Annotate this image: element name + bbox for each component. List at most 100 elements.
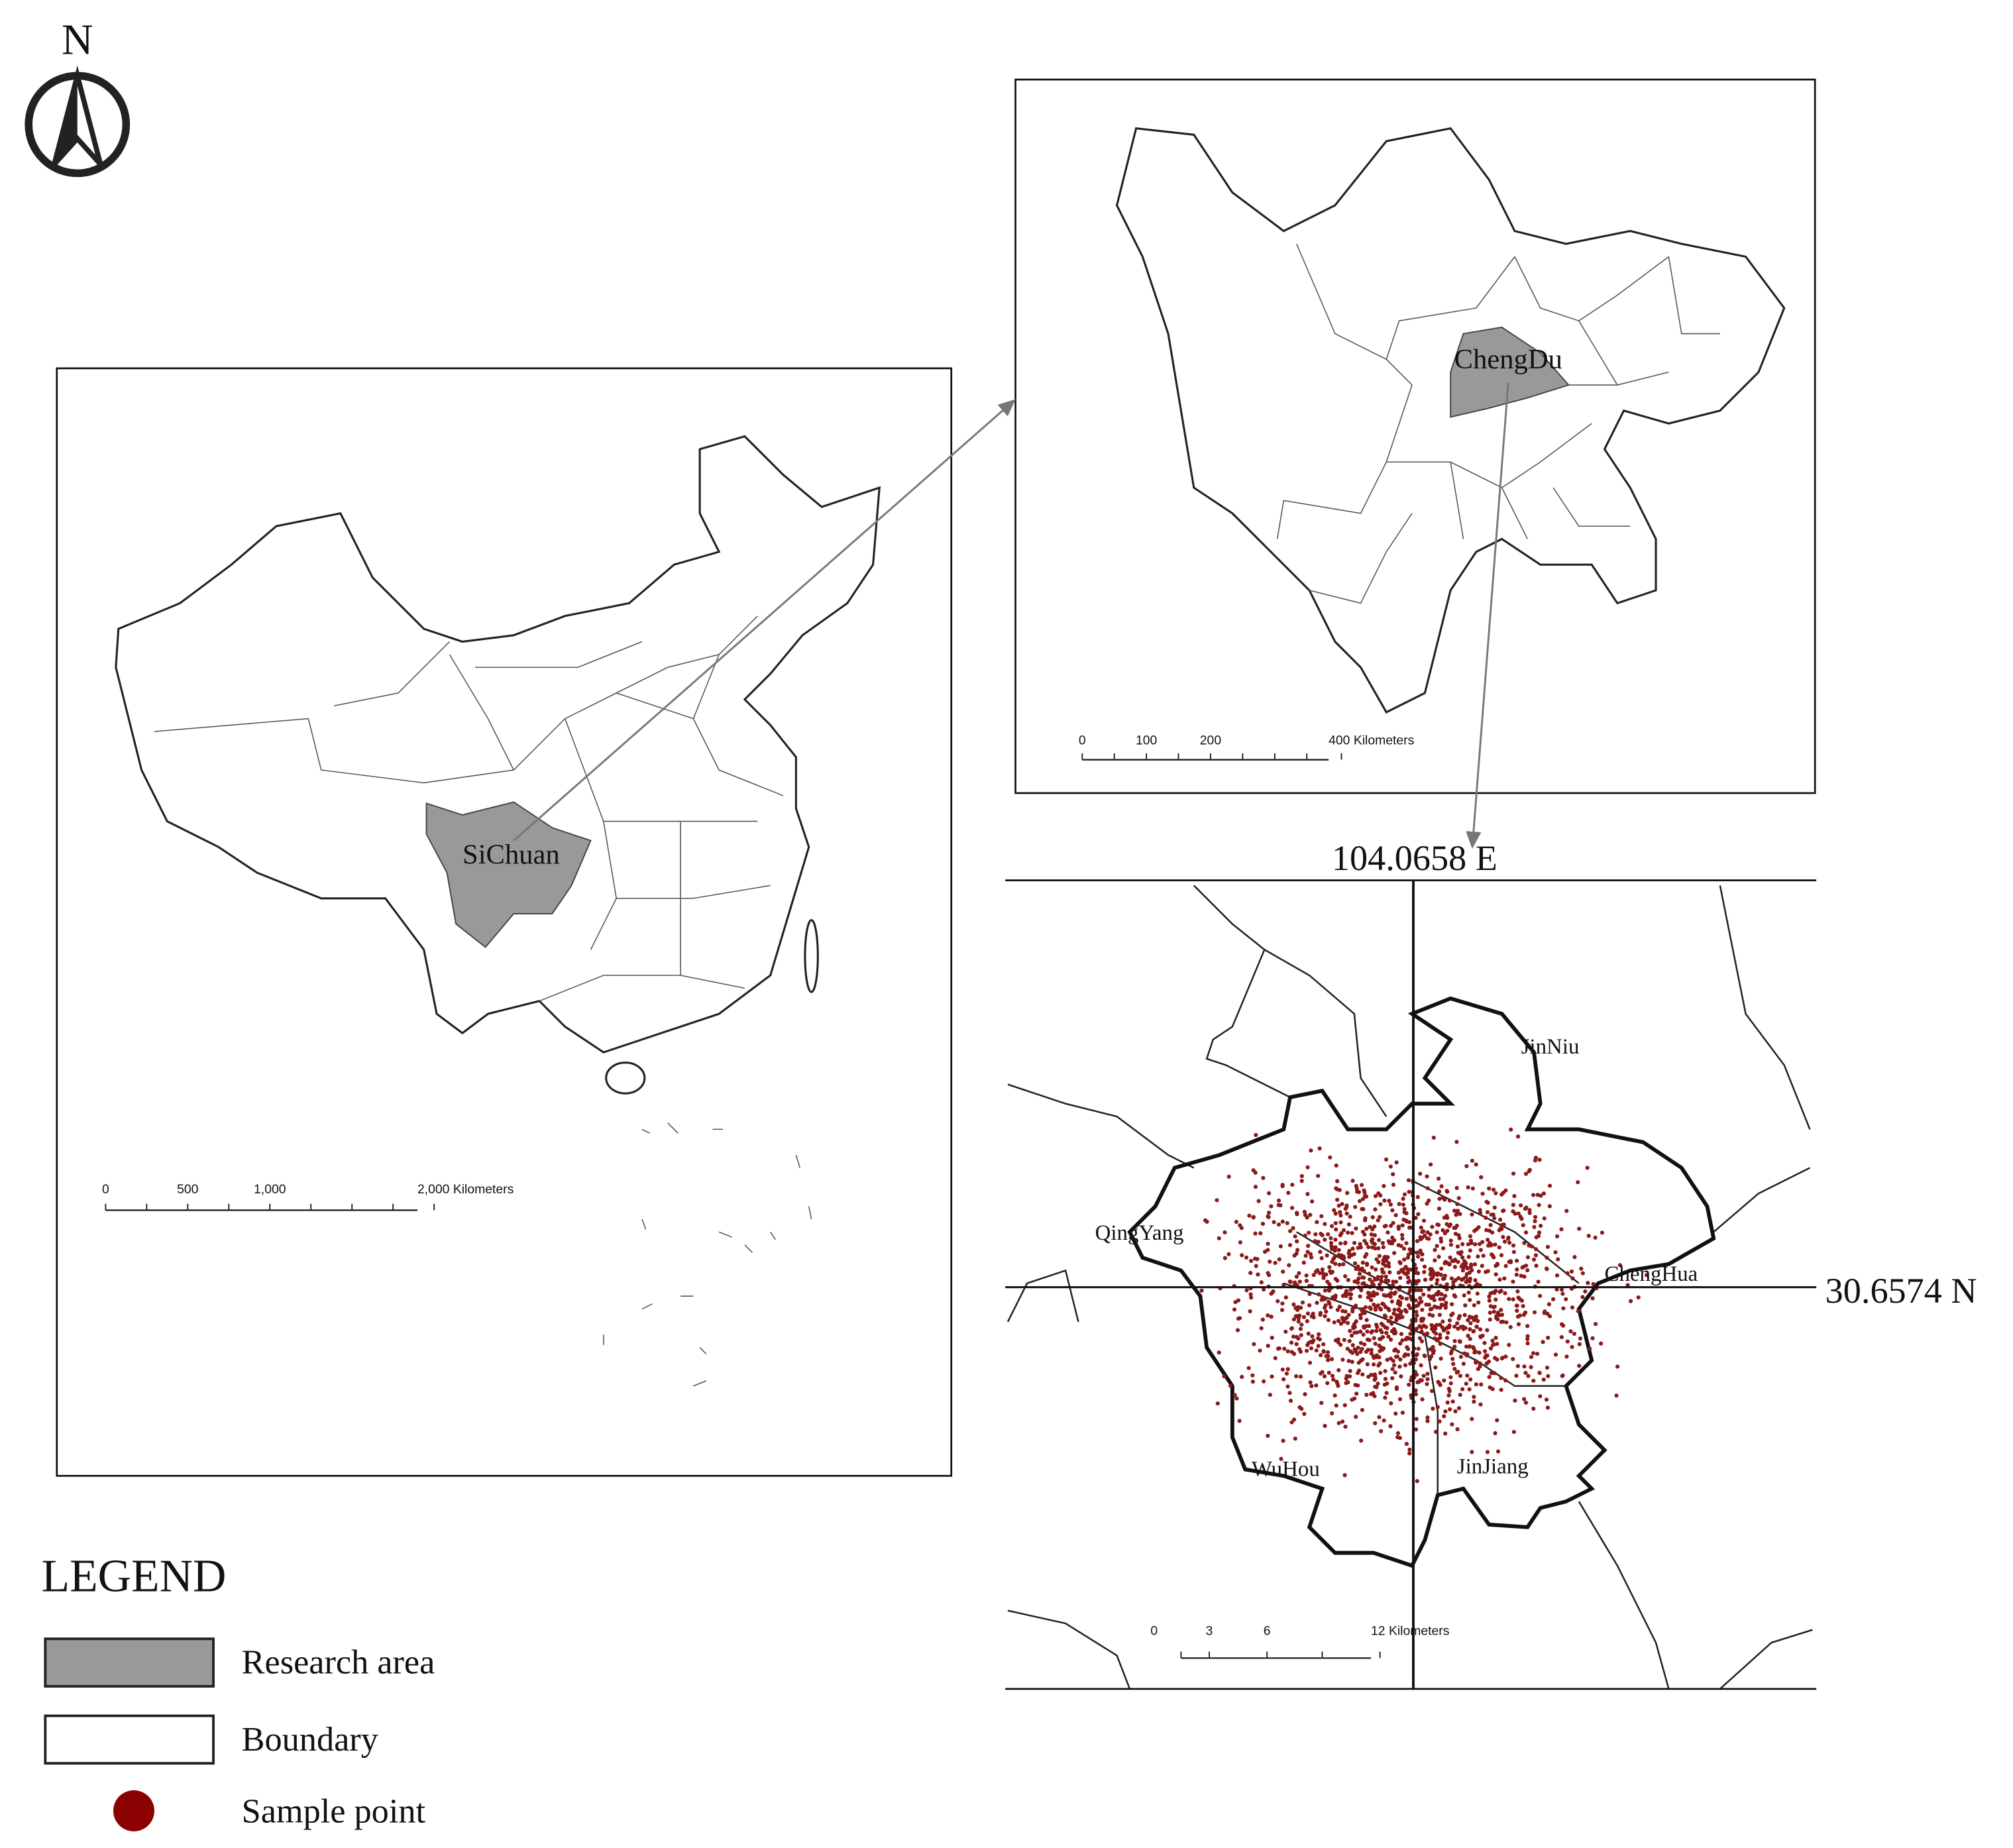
legend-title: LEGEND	[42, 1551, 227, 1602]
sample-point	[1389, 1321, 1394, 1326]
sample-point	[1364, 1324, 1368, 1329]
sample-point	[1350, 1178, 1355, 1183]
sample-point	[1485, 1328, 1490, 1332]
north-arrow	[25, 65, 131, 178]
sample-point	[1369, 1232, 1374, 1237]
sample-point	[1500, 1223, 1505, 1227]
sample-point	[1417, 1324, 1422, 1329]
sample-point	[1338, 1220, 1343, 1224]
sample-point	[1324, 1309, 1329, 1314]
sample-point	[1407, 1225, 1412, 1230]
sample-point	[1600, 1230, 1604, 1235]
region-label: ChengDu	[1454, 344, 1562, 375]
sample-point	[1327, 1265, 1332, 1270]
sample-point	[1330, 1411, 1334, 1416]
sample-point	[1413, 1215, 1418, 1221]
sample-point	[1290, 1182, 1295, 1187]
sample-point	[1372, 1224, 1377, 1229]
scale-label: 3	[1206, 1623, 1213, 1638]
sample-point	[1416, 1254, 1421, 1259]
sample-point	[1382, 1255, 1387, 1260]
sample-point	[1266, 1191, 1272, 1195]
sample-point	[1354, 1186, 1359, 1191]
sample-point	[1507, 1342, 1511, 1347]
sample-point	[1240, 1374, 1244, 1380]
sample-point	[1396, 1270, 1401, 1275]
sample-point	[1547, 1302, 1551, 1307]
sample-point	[1497, 1245, 1501, 1250]
sample-point	[1305, 1191, 1310, 1197]
sample-point	[1289, 1350, 1294, 1354]
sample-point	[1299, 1332, 1303, 1338]
sample-point	[1461, 1362, 1466, 1366]
sample-point	[1525, 1268, 1530, 1273]
sample-point	[1356, 1280, 1360, 1285]
scale-label: 0	[1079, 733, 1086, 747]
sample-point	[1294, 1251, 1299, 1256]
sample-point	[1487, 1375, 1492, 1380]
sample-point	[1494, 1288, 1498, 1293]
sample-point	[1418, 1295, 1423, 1301]
sample-point	[1448, 1407, 1452, 1412]
sample-point	[1476, 1300, 1481, 1305]
sample-point	[1280, 1219, 1285, 1224]
sample-point	[1369, 1293, 1374, 1298]
sample-point	[1441, 1195, 1445, 1200]
sample-point	[1484, 1361, 1490, 1366]
sample-point	[1428, 1232, 1433, 1237]
sample-point	[1503, 1291, 1507, 1295]
sample-point	[1308, 1380, 1313, 1385]
sample-point	[1340, 1293, 1345, 1298]
sample-point	[1484, 1353, 1488, 1358]
sample-point	[1305, 1311, 1311, 1316]
sample-point	[1234, 1396, 1239, 1401]
sample-point	[1400, 1315, 1405, 1319]
sample-point	[1464, 1344, 1469, 1349]
sample-point	[1360, 1183, 1364, 1187]
sample-point	[1362, 1276, 1366, 1280]
sample-point	[1407, 1447, 1412, 1452]
sample-point	[1262, 1287, 1266, 1292]
sample-point	[1362, 1190, 1367, 1195]
sample-point	[1526, 1374, 1531, 1378]
sample-point	[1313, 1232, 1318, 1236]
sample-point	[1545, 1244, 1551, 1249]
sample-point	[1425, 1372, 1430, 1376]
sample-point	[1268, 1393, 1272, 1397]
sample-point	[1226, 1252, 1231, 1256]
sample-point	[1343, 1274, 1348, 1279]
sample-point	[1497, 1313, 1502, 1317]
sample-point	[1431, 1313, 1435, 1318]
sample-point	[1372, 1336, 1376, 1340]
sample-point	[1386, 1307, 1391, 1311]
sample-point	[1499, 1387, 1503, 1392]
sample-point	[1533, 1158, 1538, 1163]
sample-point	[1553, 1352, 1558, 1357]
sample-point	[1466, 1290, 1471, 1295]
sample-point	[1504, 1320, 1509, 1325]
sample-point	[1511, 1209, 1515, 1214]
sample-point	[1365, 1362, 1370, 1367]
sample-point	[1536, 1279, 1541, 1284]
sample-point	[1336, 1421, 1341, 1425]
sample-point	[1311, 1315, 1316, 1320]
sample-point	[1456, 1406, 1462, 1411]
sample-point	[1303, 1233, 1307, 1238]
sample-point	[1460, 1255, 1465, 1260]
sample-point	[1534, 1264, 1539, 1268]
sample-point	[1348, 1368, 1352, 1374]
sample-point	[1299, 1323, 1304, 1327]
sample-point	[1439, 1184, 1444, 1189]
sample-point	[1232, 1393, 1237, 1397]
sample-point	[1516, 1322, 1521, 1327]
sample-point	[1375, 1325, 1380, 1329]
sample-point	[1381, 1323, 1386, 1328]
sample-point	[1404, 1211, 1409, 1216]
sample-point	[1304, 1348, 1309, 1353]
sample-point	[1403, 1264, 1408, 1270]
sample-point	[1419, 1378, 1424, 1383]
sample-point	[1369, 1298, 1374, 1303]
sample-point	[1468, 1234, 1473, 1238]
sample-point	[1442, 1414, 1446, 1419]
sample-point	[1372, 1233, 1377, 1238]
